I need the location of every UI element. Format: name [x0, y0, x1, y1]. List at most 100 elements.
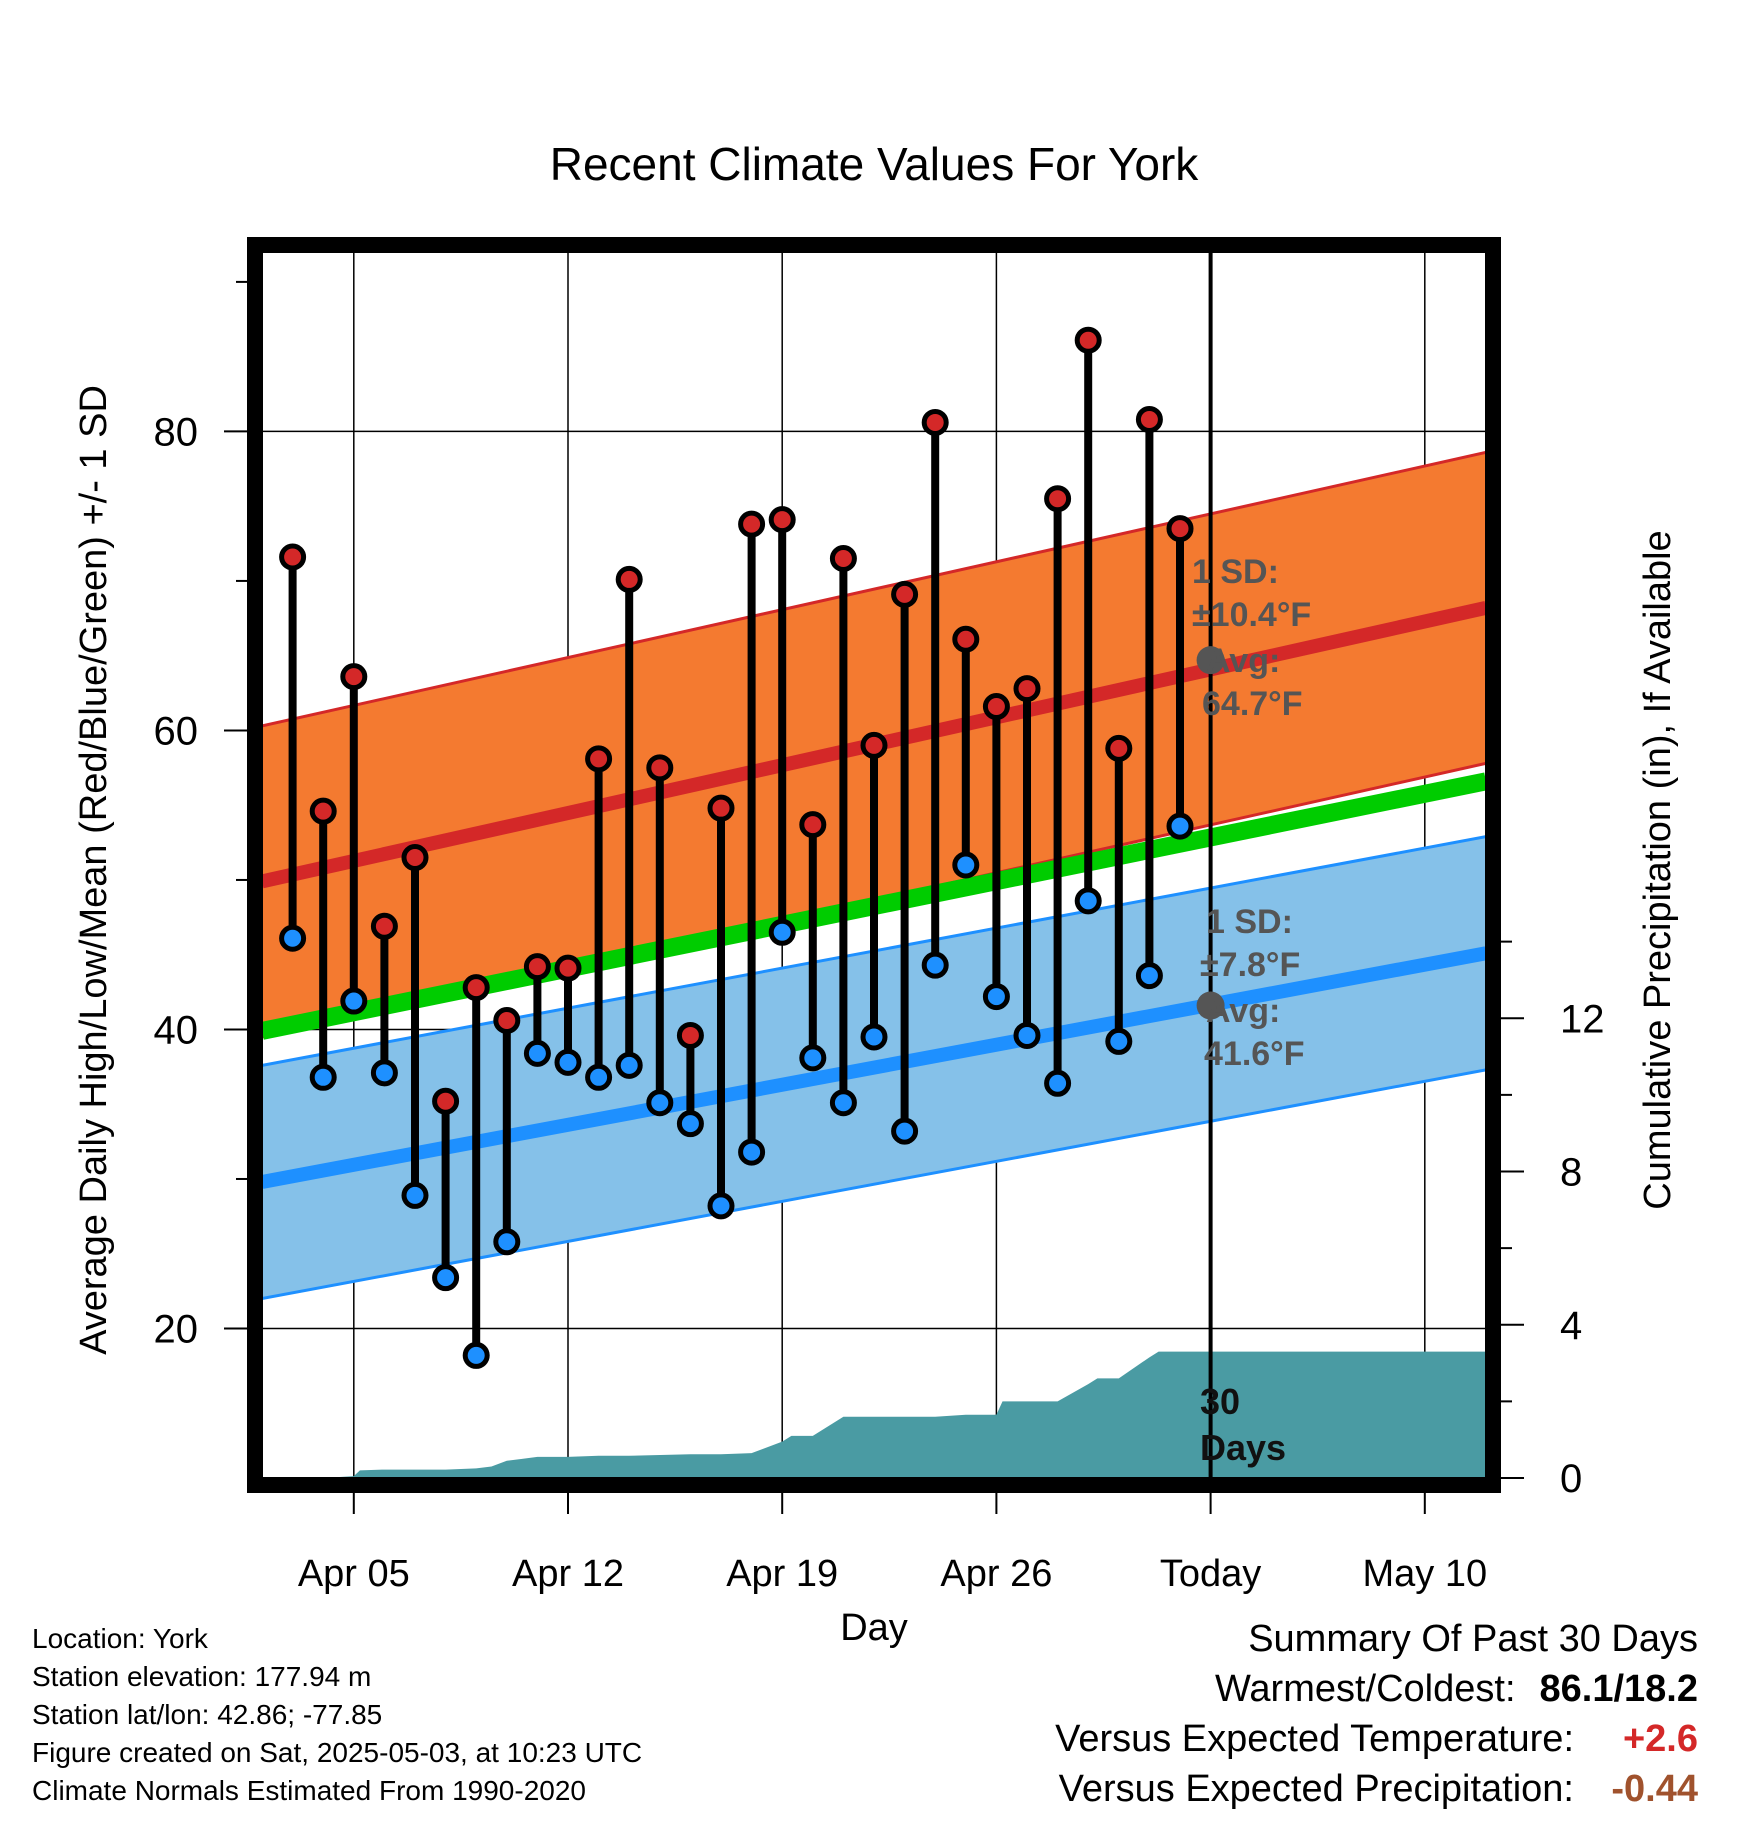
daily-low-point — [921, 951, 949, 979]
y2-tick-label: 12 — [1560, 997, 1605, 1041]
daily-high-point — [1013, 675, 1041, 703]
daily-high-point — [1135, 405, 1163, 433]
daily-high-point — [615, 565, 643, 593]
latlon-text: Station lat/lon: 42.86; -77.85 — [32, 1699, 383, 1730]
daily-low-point — [676, 1110, 704, 1138]
precip-value: -0.44 — [1611, 1768, 1698, 1810]
daily-low-point — [462, 1341, 490, 1369]
x-tick-label: May 10 — [1362, 1553, 1487, 1595]
daily-low-point — [891, 1117, 919, 1145]
daily-high-point — [401, 844, 429, 872]
daily-high-point — [432, 1087, 460, 1115]
daily-high-point — [982, 693, 1010, 721]
daily-high-point — [523, 953, 551, 981]
daily-high-point — [493, 1006, 521, 1034]
daily-low-point — [432, 1264, 460, 1292]
elevation-text: Station elevation: 177.94 m — [32, 1661, 372, 1692]
daily-low-point — [615, 1051, 643, 1079]
daily-high-point — [921, 408, 949, 436]
daily-low-point — [707, 1192, 735, 1220]
low-sd-value: ±7.8°F — [1200, 946, 1300, 984]
precip-period-number: 30 — [1200, 1381, 1240, 1422]
low-sd-band-lower-edge — [262, 1068, 1486, 1301]
daily-high-point — [707, 794, 735, 822]
daily-high-point — [860, 731, 888, 759]
x-tick-label: Apr 26 — [940, 1553, 1052, 1595]
daily-high-point — [462, 974, 490, 1002]
daily-low-point — [952, 851, 980, 879]
y-tick-label: 60 — [154, 709, 199, 753]
x-axis-label: Day — [840, 1607, 908, 1649]
x-tick-label: Today — [1160, 1553, 1261, 1595]
daily-low-point — [1166, 812, 1194, 840]
station-info: Location: York Station elevation: 177.94… — [32, 1620, 642, 1810]
daily-low-point — [768, 918, 796, 946]
daily-low-point — [982, 983, 1010, 1011]
y-tick-label: 40 — [154, 1008, 199, 1052]
daily-low-point — [860, 1023, 888, 1051]
high-avg-value: 64.7°F — [1202, 685, 1303, 723]
y-axis-label: Average Daily High/Low/Mean (Red/Blue/Gr… — [73, 385, 115, 1355]
precip-period-unit: Days — [1200, 1427, 1286, 1468]
summary-title: Summary Of Past 30 Days — [1248, 1618, 1698, 1660]
chart-title: Recent Climate Values For York — [550, 138, 1200, 190]
plot-area: 1 SD: ±10.4°F Avg: 64.7°F 1 SD: ±7.8°F Avg: 41.… — [154, 237, 1605, 1595]
high-avg-label: Avg: — [1206, 642, 1280, 680]
x-tick-label: Apr 19 — [726, 1553, 838, 1595]
daily-high-point — [768, 506, 796, 534]
daily-low-point — [340, 987, 368, 1015]
daily-low-point — [1044, 1069, 1072, 1097]
precip-label: Versus Expected Precipitation: — [1058, 1768, 1574, 1810]
daily-high-point — [1105, 734, 1133, 762]
y-tick-label: 20 — [154, 1307, 199, 1351]
daily-low-point — [401, 1181, 429, 1209]
daily-low-point — [1013, 1021, 1041, 1049]
daily-high-point — [340, 663, 368, 691]
warm-cold-label: Warmest/Coldest: — [1214, 1668, 1516, 1710]
low-sd-label: 1 SD: — [1206, 903, 1293, 941]
summary-temp: Versus Expected Temperature: +2.6 — [1055, 1714, 1698, 1764]
daily-low-point — [1135, 962, 1163, 990]
x-tick-label: Apr 12 — [512, 1553, 624, 1595]
high-avg-today-marker — [1196, 646, 1225, 675]
created-text: Figure created on Sat, 2025-05-03, at 10… — [32, 1737, 643, 1768]
normals-text: Climate Normals Estimated From 1990-2020 — [32, 1775, 586, 1806]
summary-precip: Versus Expected Precipitation: -0.44 — [1055, 1764, 1698, 1814]
y2-tick-label: 4 — [1560, 1304, 1582, 1348]
y2-tick-label: 8 — [1560, 1151, 1582, 1195]
daily-high-point — [279, 543, 307, 571]
low-avg-label: Avg: — [1206, 992, 1280, 1030]
high-sd-value: ±10.4°F — [1192, 596, 1311, 634]
daily-high-point — [309, 797, 337, 825]
daily-high-point — [554, 954, 582, 982]
y2-tick-label: 0 — [1560, 1457, 1582, 1501]
plot-frame — [247, 237, 1501, 1493]
y2-axis-label: Cumulative Precipitation (in), If Availa… — [1637, 530, 1679, 1209]
daily-high-point — [585, 745, 613, 773]
daily-high-point — [799, 811, 827, 839]
low-normal-line — [262, 946, 1486, 1189]
daily-low-point — [554, 1048, 582, 1076]
low-avg-value: 41.6°F — [1204, 1035, 1305, 1073]
daily-high-point — [738, 510, 766, 538]
daily-low-point — [829, 1089, 857, 1117]
location-text: Location: York — [32, 1623, 208, 1654]
daily-high-point — [370, 912, 398, 940]
daily-low-point — [585, 1063, 613, 1091]
y-tick-label: 80 — [154, 410, 199, 454]
summary-warm-cold: Warmest/Coldest: 86.1/18.2 — [1055, 1664, 1698, 1714]
daily-low-point — [309, 1063, 337, 1091]
daily-low-point — [646, 1089, 674, 1117]
daily-high-point — [829, 545, 857, 572]
daily-low-point — [370, 1059, 398, 1087]
daily-high-point — [676, 1021, 704, 1049]
high-sd-label: 1 SD: — [1192, 553, 1279, 591]
temp-label: Versus Expected Temperature: — [1055, 1718, 1574, 1760]
daily-low-point — [738, 1138, 766, 1166]
daily-low-point — [799, 1044, 827, 1072]
daily-high-point — [1044, 485, 1072, 513]
daily-low-point — [1105, 1027, 1133, 1055]
daily-low-point — [279, 924, 307, 952]
low-avg-today-marker — [1196, 991, 1225, 1020]
